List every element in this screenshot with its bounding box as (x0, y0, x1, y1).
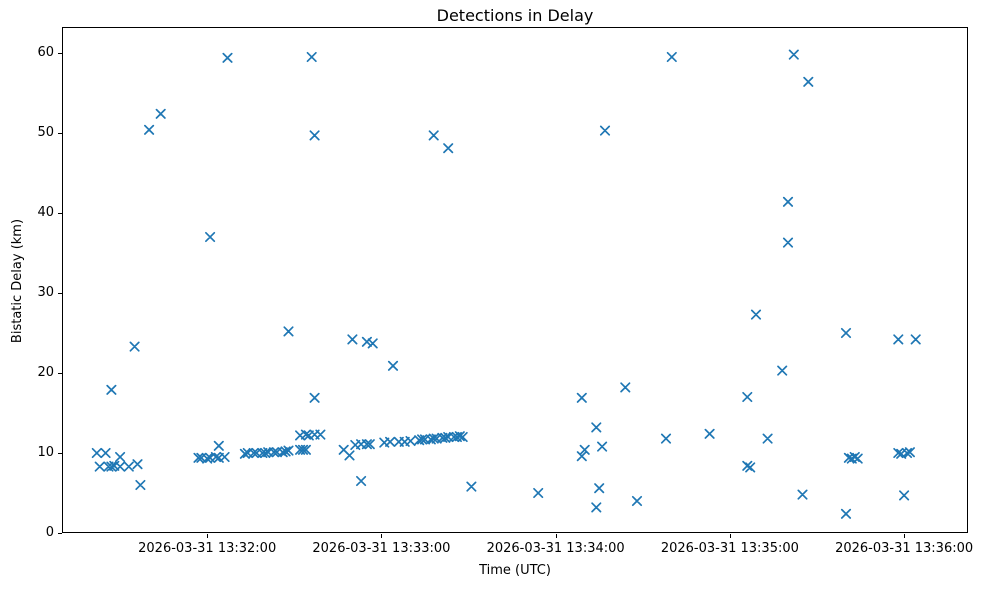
y-tick-label: 40 (37, 205, 54, 220)
x-tick-mark (555, 534, 557, 538)
y-tick-label: 30 (37, 285, 54, 300)
y-tick-mark (58, 213, 62, 214)
x-tick-label: 2026-03-31 13:32:00 (138, 541, 277, 556)
x-axis-label: Time (UTC) (479, 563, 551, 578)
y-axis-label: Bistatic Delay (km) (10, 218, 25, 344)
y-tick-mark (58, 533, 62, 534)
y-tick-label: 60 (37, 45, 54, 60)
chart-title: Detections in Delay (436, 6, 594, 25)
x-tick-mark (729, 534, 731, 538)
y-tick-mark (58, 53, 62, 54)
x-tick-label: 2026-03-31 13:36:00 (835, 541, 974, 556)
x-tick-mark (904, 534, 906, 538)
y-tick-label: 0 (45, 525, 54, 540)
x-tick-label: 2026-03-31 13:34:00 (486, 541, 625, 556)
plot-area (62, 27, 968, 533)
y-tick-label: 20 (37, 365, 54, 380)
y-tick-mark (58, 293, 62, 294)
x-tick-mark (381, 534, 383, 538)
y-tick-mark (58, 133, 62, 134)
x-tick-label: 2026-03-31 13:33:00 (312, 541, 451, 556)
x-tick-mark (207, 534, 209, 538)
x-tick-label: 2026-03-31 13:35:00 (660, 541, 799, 556)
y-tick-label: 10 (37, 445, 54, 460)
y-tick-mark (58, 373, 62, 374)
y-tick-label: 50 (37, 125, 54, 140)
y-tick-mark (58, 453, 62, 454)
